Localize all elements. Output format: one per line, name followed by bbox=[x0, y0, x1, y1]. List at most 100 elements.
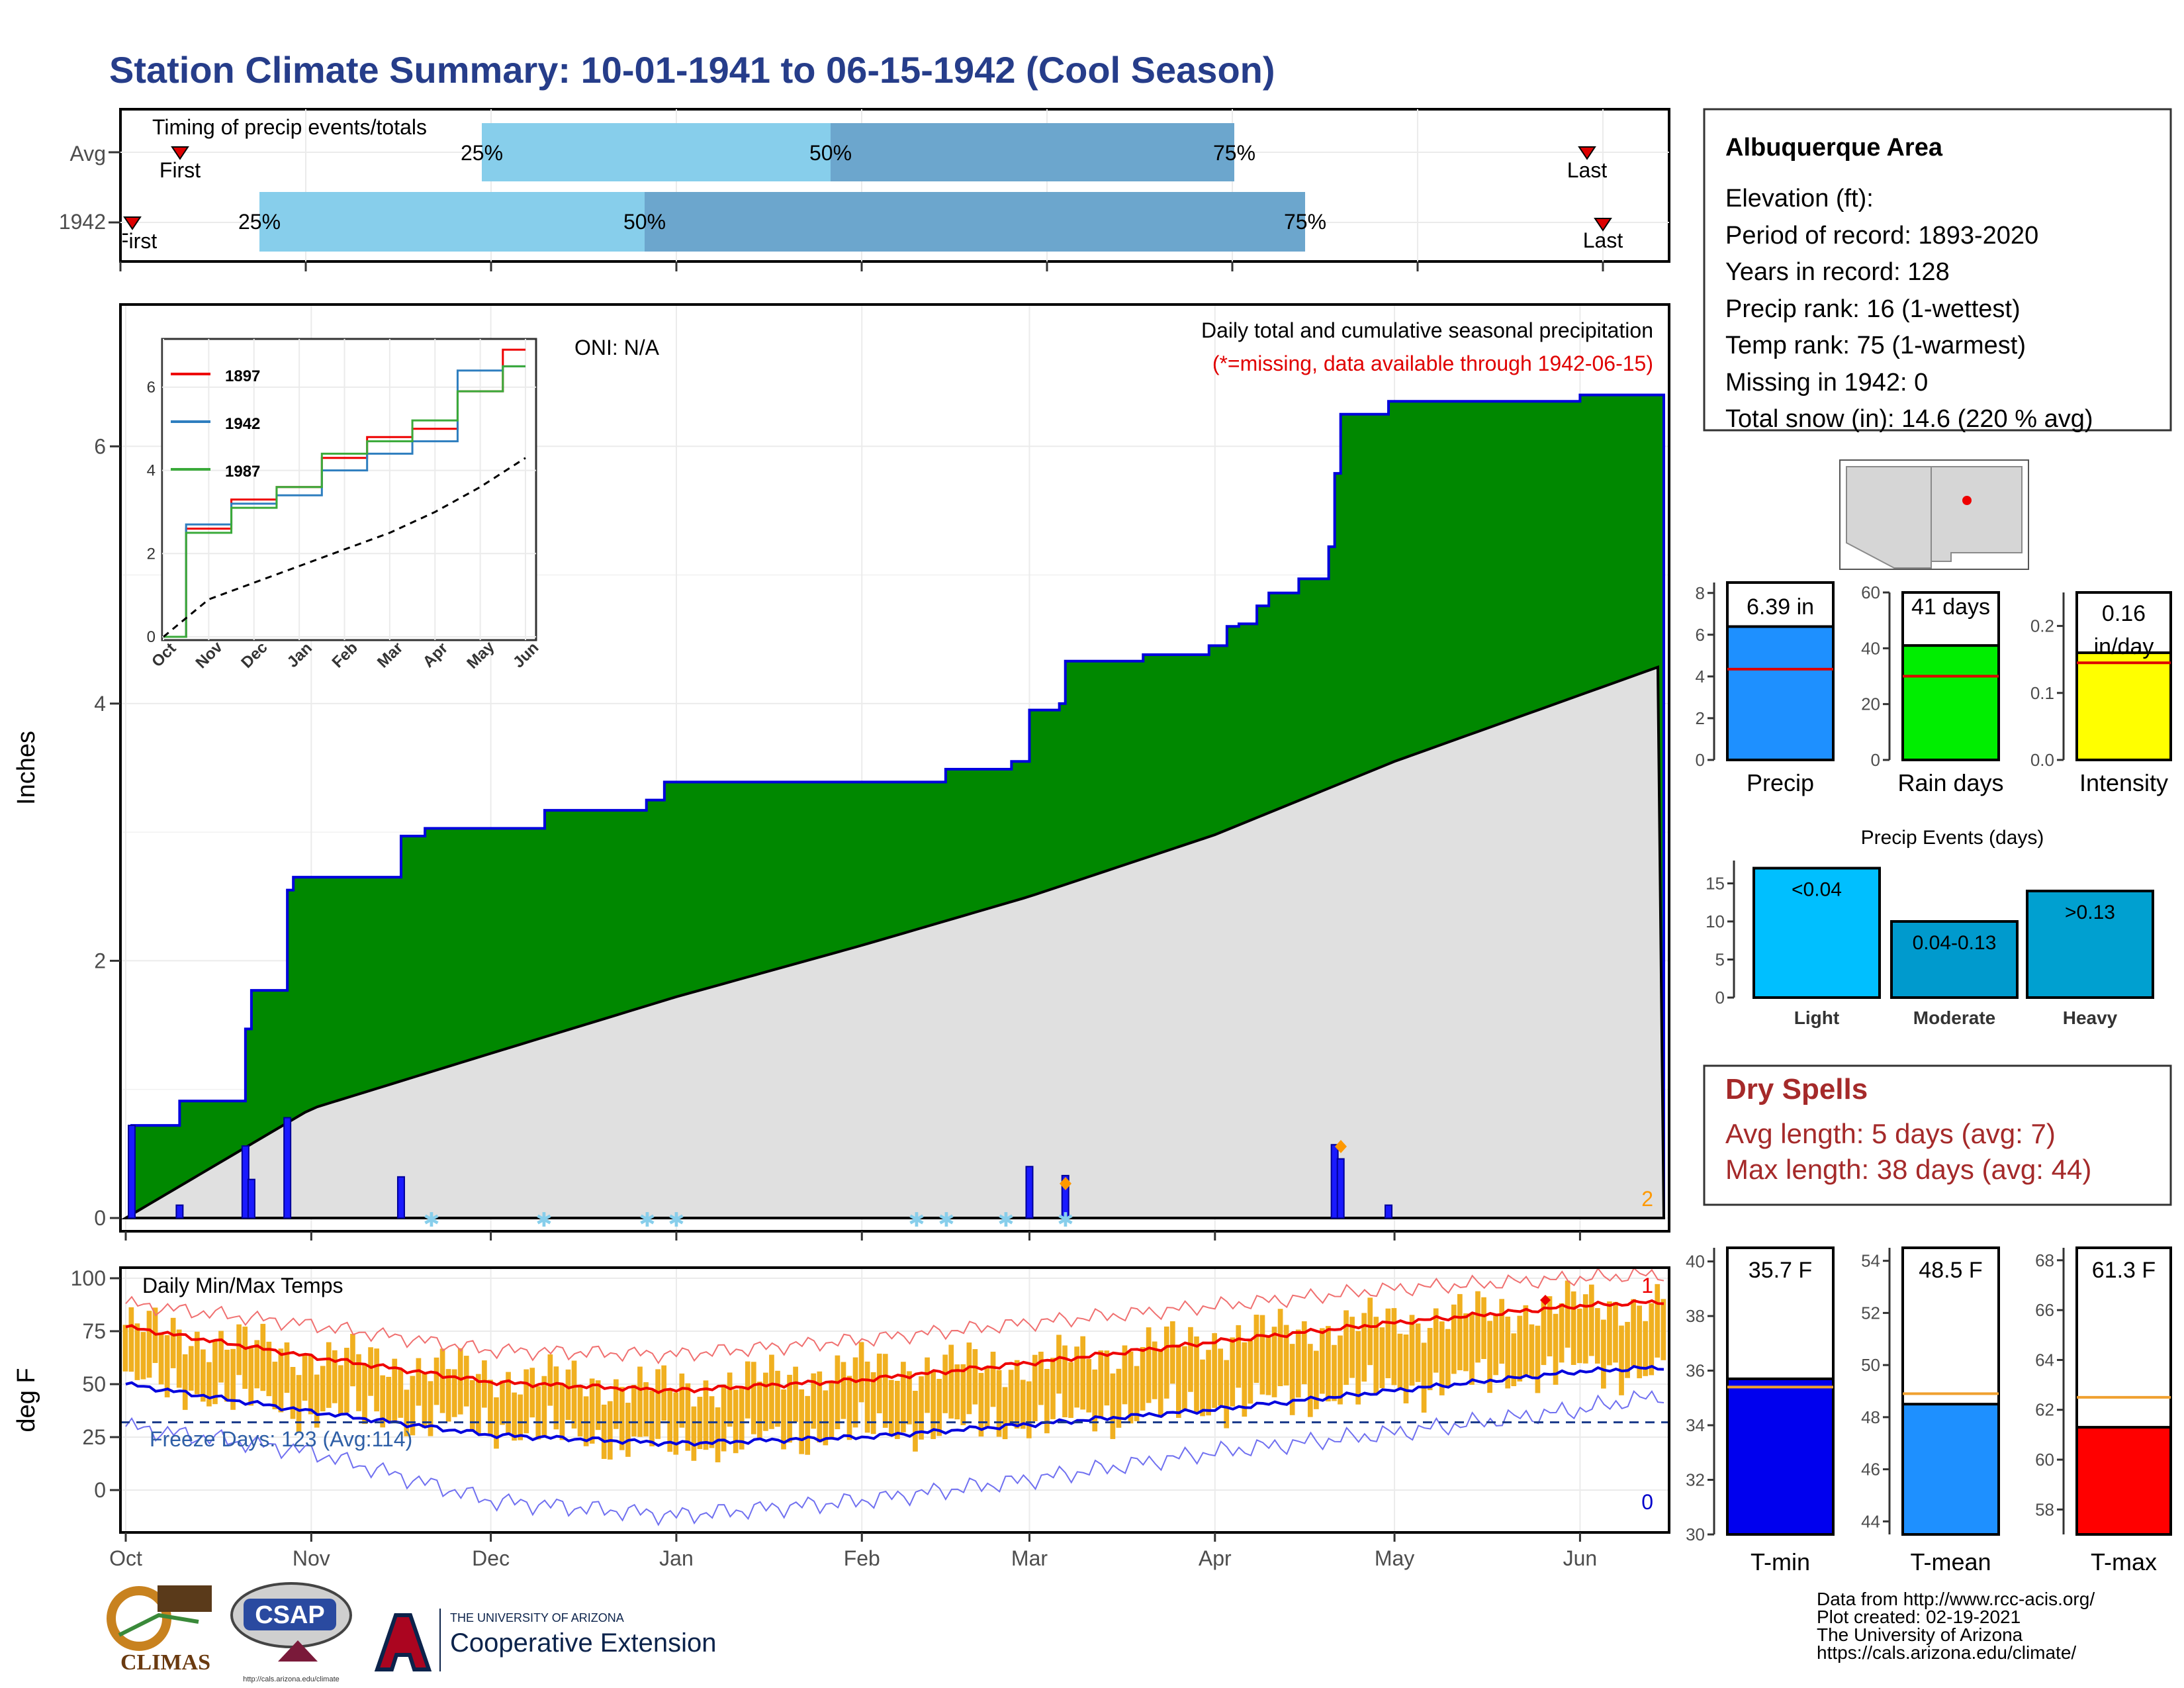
daily-temp-bar bbox=[1338, 1335, 1343, 1405]
temp-ytick-label: 100 bbox=[71, 1266, 106, 1290]
daily-temp-bar bbox=[1134, 1366, 1140, 1421]
daily-temp-bar bbox=[1613, 1301, 1618, 1363]
daily-temp-bar bbox=[691, 1406, 697, 1461]
events-value-label: <0.04 bbox=[1792, 879, 1842, 901]
daily-temp-bar bbox=[1152, 1341, 1158, 1399]
daily-temp-bar bbox=[625, 1403, 631, 1457]
daily-temp-bar bbox=[535, 1386, 541, 1440]
temp-xtick-label: Feb bbox=[844, 1546, 880, 1570]
stat-ytick-label: 32 bbox=[1686, 1470, 1705, 1490]
daily-temp-bar bbox=[302, 1354, 308, 1401]
daily-temp-bar bbox=[122, 1325, 128, 1372]
station-name: Albuquerque Area bbox=[1725, 134, 1943, 162]
stat-ytick-label: 48 bbox=[1861, 1407, 1880, 1427]
snow-star-icon: ✱ bbox=[938, 1209, 954, 1231]
daily-temp-bar bbox=[1092, 1369, 1098, 1432]
daily-temp-bar bbox=[757, 1382, 762, 1440]
daily-temp-bar bbox=[469, 1380, 475, 1431]
daily-temp-bar bbox=[1469, 1313, 1475, 1385]
daily-temp-bar bbox=[1176, 1344, 1181, 1418]
stat-ytick-label: 66 bbox=[2035, 1300, 2054, 1320]
daily-temp-bar bbox=[356, 1354, 361, 1411]
intensity-stat-value: in/day bbox=[2094, 634, 2154, 659]
inset-ytick-label: 0 bbox=[147, 628, 156, 646]
temp-count-bottom: 0 bbox=[1641, 1490, 1653, 1514]
timing-row-1942-label: 1942 bbox=[59, 210, 106, 234]
ua-a-icon bbox=[374, 1613, 432, 1671]
stat-ytick-label: 68 bbox=[2035, 1250, 2054, 1270]
temp-frame bbox=[119, 1266, 1670, 1534]
precip-ytick-label: 4 bbox=[94, 692, 106, 716]
daily-temp-bar bbox=[751, 1362, 756, 1434]
daily-temp-bar bbox=[1595, 1308, 1600, 1364]
daily-temp-bar bbox=[164, 1335, 170, 1397]
daily-temp-bar bbox=[1607, 1301, 1612, 1366]
daily-temp-bar bbox=[925, 1357, 930, 1413]
daily-temp-bar bbox=[1086, 1359, 1092, 1413]
daily-temp-bar bbox=[230, 1348, 236, 1410]
daily-temp-bar bbox=[529, 1368, 535, 1418]
daily-temp-bar bbox=[733, 1389, 739, 1454]
daily-temp-bar bbox=[972, 1349, 978, 1405]
station-elevation: Elevation (ft): bbox=[1725, 185, 1874, 212]
daily-temp-bar bbox=[1020, 1380, 1026, 1429]
daily-temp-bar bbox=[433, 1357, 439, 1405]
daily-temp-bar bbox=[206, 1362, 212, 1407]
stat-ytick-label: 0.2 bbox=[2030, 616, 2054, 636]
intensity-stat: 0.0 0.1 0.2 0.16 in/day Intensity bbox=[2030, 591, 2172, 796]
daily-temp-bar bbox=[1230, 1337, 1236, 1407]
daily-temp-bar bbox=[1553, 1313, 1559, 1385]
normal-cumulative-area bbox=[120, 665, 1666, 1219]
daily-temp-bar bbox=[864, 1361, 870, 1433]
daily-temp-bar bbox=[990, 1351, 996, 1407]
daily-temp-bar bbox=[1146, 1327, 1152, 1403]
temp-xtick-label: Apr bbox=[1199, 1546, 1232, 1570]
daily-temp-bar bbox=[1200, 1359, 1205, 1417]
freeze-days: Freeze Days: 123 (Avg:114) bbox=[150, 1427, 412, 1451]
daily-temp-bar bbox=[631, 1385, 637, 1436]
stat-ytick-label: 58 bbox=[2035, 1499, 2054, 1519]
stat-ytick-label: 40 bbox=[1686, 1252, 1705, 1272]
daily-temp-bar bbox=[1535, 1325, 1541, 1393]
events-bar bbox=[2026, 890, 2154, 999]
events-value-label: >0.13 bbox=[2065, 902, 2115, 923]
snow-star-icon: ✱ bbox=[668, 1209, 684, 1231]
station-location-icon bbox=[1962, 496, 1972, 505]
daily-precip-bar bbox=[1336, 1158, 1345, 1219]
ua-logo-top: THE UNIVERSITY OF ARIZONA bbox=[450, 1611, 624, 1624]
daily-temp-bar bbox=[1619, 1325, 1624, 1395]
tmin-stat-bar bbox=[1726, 1377, 1835, 1536]
daily-temp-bar bbox=[1008, 1370, 1014, 1425]
y1942-25-50-bar bbox=[259, 192, 645, 252]
daily-temp-bar bbox=[284, 1342, 290, 1393]
temp-count-top: 1 bbox=[1641, 1274, 1653, 1297]
daily-temp-bar bbox=[1511, 1333, 1517, 1387]
daily-temp-bar bbox=[1487, 1321, 1492, 1393]
daily-temp-bar bbox=[1415, 1323, 1421, 1382]
inset-legend-1897: 1897 bbox=[225, 367, 260, 385]
daily-temp-bar bbox=[907, 1371, 912, 1425]
temp-ytick-label: 75 bbox=[82, 1319, 106, 1343]
daily-temp-bar bbox=[308, 1354, 314, 1415]
avg-p75-label: 75% bbox=[1213, 141, 1255, 165]
daily-temp-bar bbox=[500, 1380, 505, 1425]
daily-temp-bar bbox=[1110, 1373, 1116, 1439]
inset-series-line bbox=[163, 457, 526, 638]
inset-series-line bbox=[163, 365, 525, 638]
daily-temp-bar bbox=[260, 1323, 266, 1391]
tmin-stat-value: 35.7 F bbox=[1749, 1258, 1812, 1283]
daily-temp-bar bbox=[1104, 1350, 1110, 1406]
daily-temp-bar bbox=[679, 1373, 685, 1428]
daily-temp-bar bbox=[1224, 1360, 1230, 1429]
daily-temp-bar bbox=[463, 1356, 469, 1407]
daily-temp-bar bbox=[960, 1364, 966, 1426]
daily-precip-bar bbox=[175, 1204, 184, 1219]
daily-temp-bar bbox=[787, 1374, 792, 1443]
daily-temp-bar bbox=[201, 1349, 206, 1402]
daily-temp-bar bbox=[852, 1357, 858, 1428]
daily-temp-bar bbox=[134, 1323, 140, 1380]
daily-temp-bar bbox=[1421, 1342, 1427, 1413]
daily-temp-bar bbox=[194, 1331, 200, 1395]
tmax-stat-bar bbox=[2075, 1426, 2172, 1536]
